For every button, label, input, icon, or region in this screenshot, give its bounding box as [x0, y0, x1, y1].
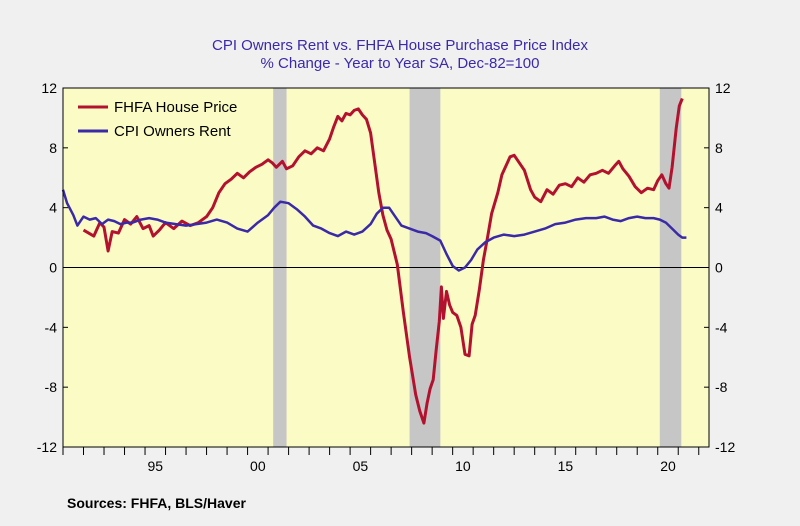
x-tick-label: 05 [353, 458, 369, 474]
chart-title: CPI Owners Rent vs. FHFA House Purchase … [212, 37, 588, 54]
legend-label: FHFA House Price [114, 99, 237, 116]
x-tick-label: 95 [147, 458, 163, 474]
y-tick-label-right: 0 [715, 260, 723, 276]
x-tick-label: 15 [558, 458, 574, 474]
x-tick-label: 10 [455, 458, 471, 474]
y-tick-label-right: -8 [715, 379, 728, 395]
chart-subtitle: % Change - Year to Year SA, Dec-82=100 [260, 55, 540, 72]
series-line-fhfa [82, 97, 684, 425]
x-tick-label: 20 [660, 458, 676, 474]
y-tick-label-right: 8 [715, 140, 723, 156]
series-line-cpi [61, 189, 687, 272]
y-tick-label-right: 12 [715, 80, 731, 96]
y-tick-label-left: 8 [49, 140, 57, 156]
legend: FHFA House Price CPI Owners Rent [78, 99, 237, 140]
series-layer [61, 97, 687, 425]
y-tick-label-left: -4 [45, 319, 58, 335]
y-tick-label-left: -12 [37, 439, 57, 455]
y-tick-label-left: -8 [45, 379, 58, 395]
y-tick-label-left: 4 [49, 200, 57, 216]
y-tick-label-left: 0 [49, 260, 57, 276]
y-tick-label-right: -12 [715, 439, 735, 455]
y-tick-label-left: 12 [41, 80, 57, 96]
y-tick-label-right: 4 [715, 200, 723, 216]
legend-label: CPI Owners Rent [114, 123, 232, 140]
source-note: Sources: FHFA, BLS/Haver [67, 495, 246, 511]
y-tick-label-right: -4 [715, 319, 728, 335]
x-tick-label: 00 [250, 458, 266, 474]
